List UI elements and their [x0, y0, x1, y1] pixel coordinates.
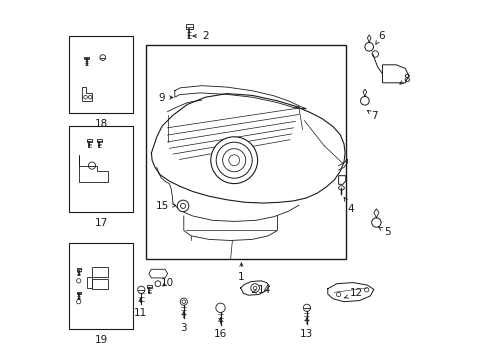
Text: 4: 4 [344, 198, 354, 214]
Text: 13: 13 [300, 318, 314, 339]
Bar [76, 268, 81, 271]
Text: 3: 3 [180, 311, 187, 333]
Text: 17: 17 [95, 218, 108, 228]
Text: 14: 14 [253, 285, 271, 295]
Bar [147, 285, 152, 288]
Text: 18: 18 [95, 119, 108, 129]
Text: 19: 19 [95, 335, 108, 345]
Circle shape [211, 137, 258, 184]
Text: 5: 5 [379, 227, 391, 237]
Bar [186, 24, 193, 29]
Circle shape [177, 200, 189, 212]
Text: 10: 10 [161, 278, 174, 288]
Text: 7: 7 [368, 111, 378, 121]
Bar [69, 36, 133, 113]
Circle shape [100, 55, 106, 60]
Bar [69, 243, 133, 329]
Text: 6: 6 [376, 31, 384, 44]
Circle shape [138, 286, 145, 293]
Bar [97, 139, 102, 142]
Text: 12: 12 [344, 288, 363, 298]
Text: 16: 16 [214, 318, 227, 339]
Bar [69, 126, 133, 212]
Bar [76, 292, 81, 294]
Text: 9: 9 [158, 93, 173, 103]
Bar [146, 45, 346, 259]
Text: 1: 1 [238, 263, 245, 282]
Bar [92, 279, 108, 289]
Text: 11: 11 [134, 298, 147, 318]
Circle shape [303, 304, 311, 311]
Bar [92, 267, 108, 277]
Text: 8: 8 [400, 74, 410, 84]
Circle shape [180, 203, 186, 208]
Text: 2: 2 [193, 31, 209, 41]
Bar [84, 57, 89, 59]
Ellipse shape [339, 186, 344, 190]
Bar [87, 139, 92, 142]
Text: 15: 15 [156, 201, 176, 211]
